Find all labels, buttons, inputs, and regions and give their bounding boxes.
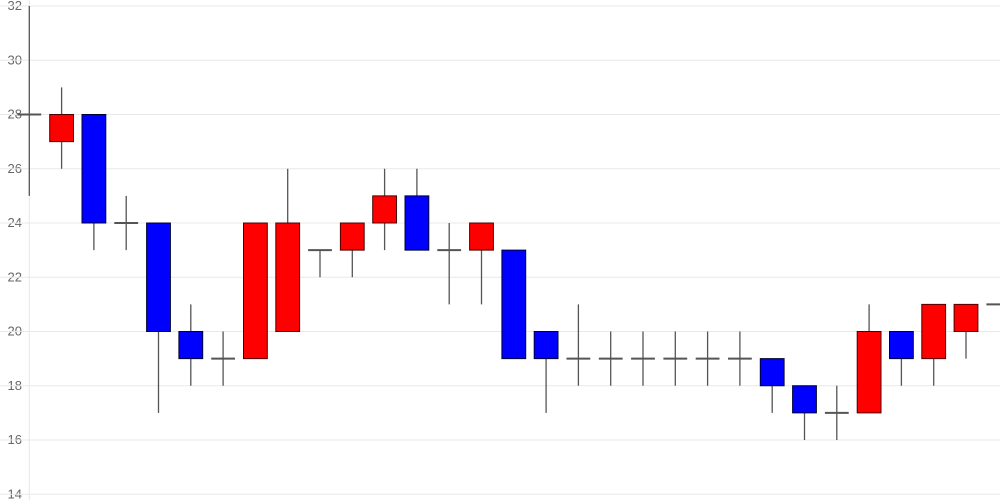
svg-text:14: 14 [8,486,22,500]
